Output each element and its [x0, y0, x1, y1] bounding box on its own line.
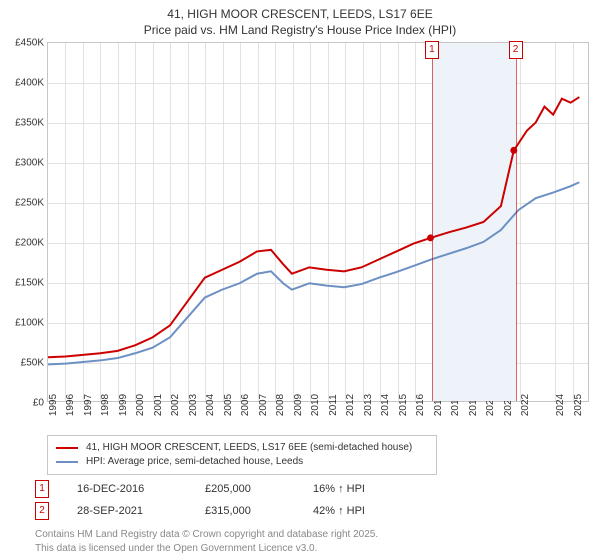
credits-line-2: This data is licensed under the Open Gov…: [35, 542, 378, 556]
sale-row: 2 28-SEP-2021 £315,000 42% ↑ HPI: [35, 500, 365, 522]
y-tick-label: £300K: [15, 158, 44, 169]
line-chart: £0£50K£100K£150K£200K£250K£300K£350K£400…: [47, 42, 589, 402]
sale-row-delta: 16% ↑ HPI: [313, 483, 365, 495]
credits: Contains HM Land Registry data © Crown c…: [35, 528, 378, 555]
legend-row: HPI: Average price, semi-detached house,…: [56, 455, 428, 469]
y-tick-label: £250K: [15, 198, 44, 209]
sale-marker-box: 2: [509, 41, 523, 59]
credits-line-1: Contains HM Land Registry data © Crown c…: [35, 528, 378, 542]
series-property: [48, 97, 579, 357]
y-tick-label: £100K: [15, 318, 44, 329]
sale-row-price: £315,000: [205, 505, 285, 517]
sales-table: 1 16-DEC-2016 £205,000 16% ↑ HPI 2 28-SEP-202…: [35, 478, 365, 522]
sale-row-marker: 1: [35, 480, 49, 498]
sale-row-marker: 2: [35, 502, 49, 520]
y-tick-label: £350K: [15, 118, 44, 129]
sale-marker-line: [432, 43, 433, 401]
sale-row-date: 28-SEP-2021: [77, 505, 177, 517]
y-tick-label: £450K: [15, 38, 44, 49]
sale-row-date: 16-DEC-2016: [77, 483, 177, 495]
y-tick-label: £150K: [15, 278, 44, 289]
y-tick-label: £400K: [15, 78, 44, 89]
sale-marker-line: [516, 43, 517, 401]
y-tick-label: £200K: [15, 238, 44, 249]
sale-row-delta: 42% ↑ HPI: [313, 505, 365, 517]
title-line-1: 41, HIGH MOOR CRESCENT, LEEDS, LS17 6EE: [0, 6, 600, 22]
y-tick-label: £50K: [21, 358, 44, 369]
sale-row: 1 16-DEC-2016 £205,000 16% ↑ HPI: [35, 478, 365, 500]
sale-row-price: £205,000: [205, 483, 285, 495]
title-line-2: Price paid vs. HM Land Registry's House …: [0, 22, 600, 38]
legend-label: HPI: Average price, semi-detached house,…: [86, 455, 303, 469]
series-hpi: [48, 182, 579, 364]
legend-swatch: [56, 461, 78, 463]
chart-title: 41, HIGH MOOR CRESCENT, LEEDS, LS17 6EE …: [0, 0, 600, 38]
legend-label: 41, HIGH MOOR CRESCENT, LEEDS, LS17 6EE …: [86, 441, 412, 455]
legend-row: 41, HIGH MOOR CRESCENT, LEEDS, LS17 6EE …: [56, 441, 428, 455]
legend: 41, HIGH MOOR CRESCENT, LEEDS, LS17 6EE …: [47, 435, 437, 475]
y-tick-label: £0: [33, 398, 44, 409]
sale-marker-box: 1: [425, 41, 439, 59]
legend-swatch: [56, 447, 78, 449]
